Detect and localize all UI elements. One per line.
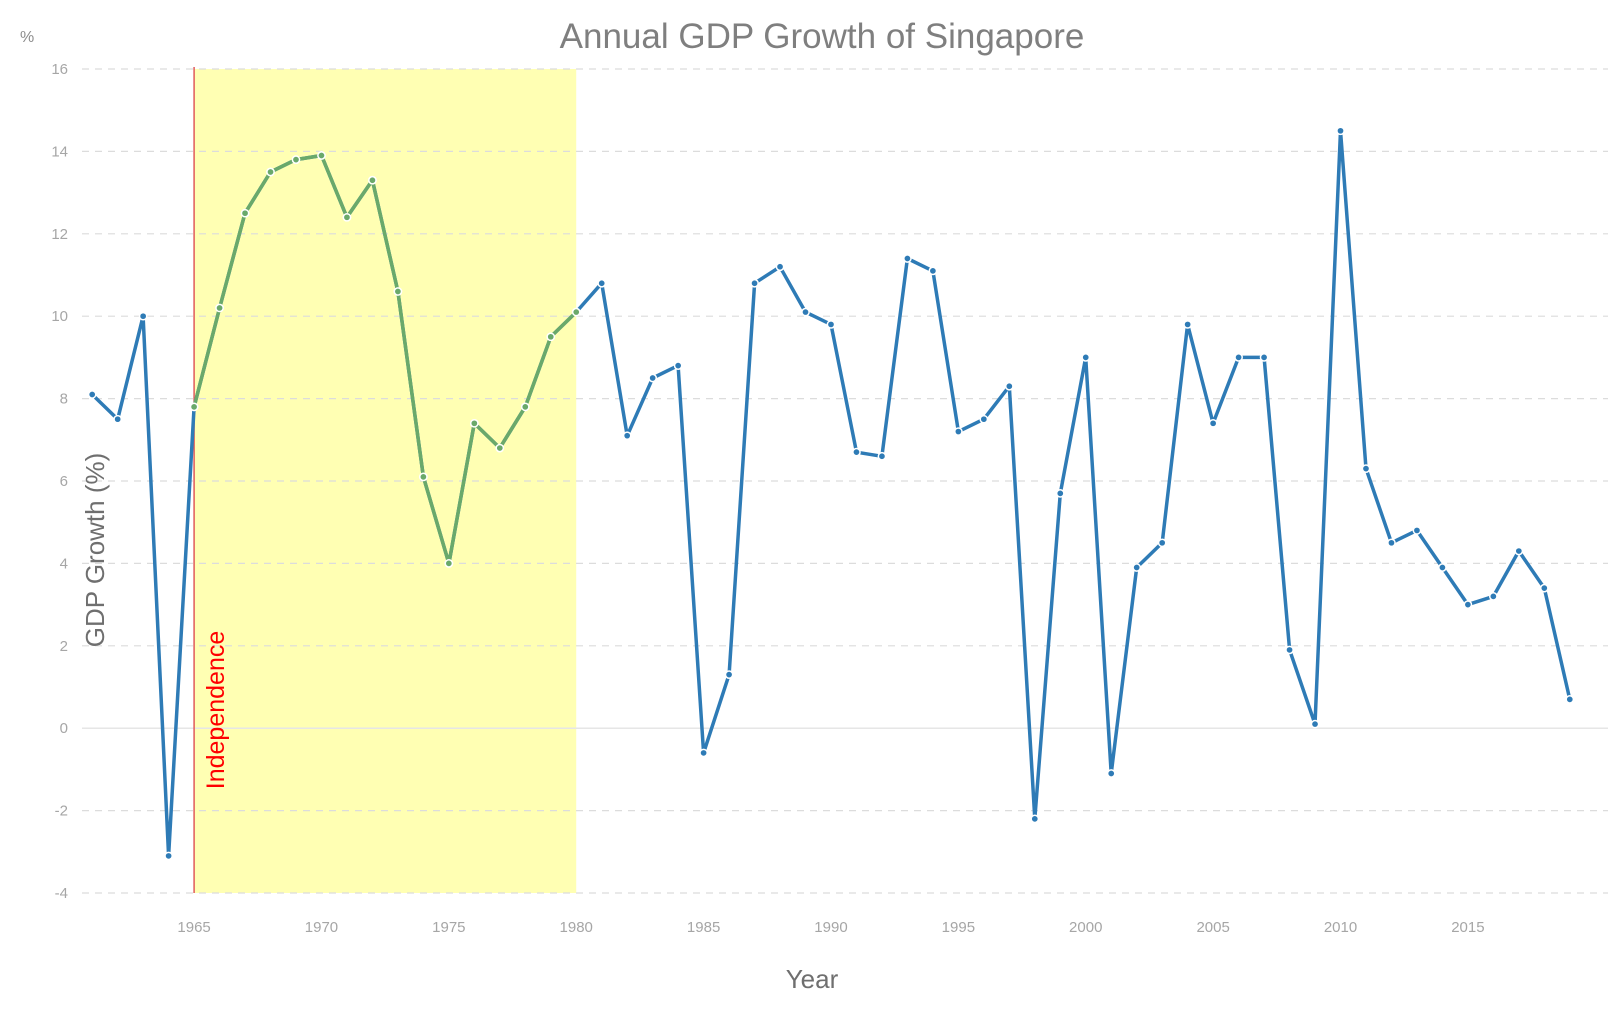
data-point <box>1463 600 1473 609</box>
data-point <box>979 414 989 424</box>
data-point <box>1030 814 1040 824</box>
data-point <box>622 431 632 441</box>
data-point <box>1387 538 1396 548</box>
x-tick-label: 1980 <box>560 919 593 936</box>
data-point <box>469 418 479 428</box>
data-point <box>87 390 97 399</box>
y-tick-label: 12 <box>51 226 68 243</box>
data-point <box>826 320 836 329</box>
x-tick-label: 2000 <box>1069 919 1102 936</box>
data-point <box>495 443 505 453</box>
y-tick-label: -2 <box>55 803 68 820</box>
independence-annotation: Independence <box>202 631 230 789</box>
data-point <box>1259 353 1269 362</box>
y-tick-label: -4 <box>55 885 68 902</box>
data-point <box>393 287 403 296</box>
data-point <box>1438 563 1447 572</box>
data-point <box>724 670 734 679</box>
data-point <box>1081 353 1091 362</box>
data-point <box>1310 719 1320 729</box>
data-point <box>1336 126 1345 136</box>
data-point <box>1004 381 1014 391</box>
data-point <box>571 307 581 317</box>
y-tick-label: 16 <box>51 61 68 78</box>
data-point <box>1106 769 1116 778</box>
data-point <box>1489 592 1498 601</box>
data-point <box>1234 353 1243 362</box>
data-point <box>903 254 912 263</box>
data-point <box>1565 695 1575 704</box>
chart-title: Annual GDP Growth of Singapore <box>560 17 1085 56</box>
data-point <box>597 278 607 288</box>
x-tick-label: 1975 <box>432 919 465 936</box>
y-tick-label: 10 <box>51 308 68 325</box>
data-point <box>928 266 938 276</box>
data-point <box>444 559 454 568</box>
x-tick-label: 1985 <box>687 919 720 936</box>
data-point <box>1157 538 1167 548</box>
data-point <box>266 167 275 177</box>
data-point <box>1361 464 1371 473</box>
data-point <box>877 451 887 461</box>
x-tick-label: 1990 <box>814 919 847 936</box>
data-point <box>1183 320 1192 329</box>
data-point <box>852 447 861 457</box>
x-axis-title: Year <box>786 964 839 994</box>
x-tick-label: 2005 <box>1196 919 1229 936</box>
data-point <box>215 303 224 313</box>
data-point <box>520 402 530 412</box>
data-point <box>368 175 377 185</box>
data-point <box>189 402 199 412</box>
data-point <box>419 472 428 482</box>
data-point <box>164 851 173 861</box>
data-point <box>801 307 810 317</box>
data-point <box>1132 563 1142 572</box>
series-layer <box>87 126 1575 861</box>
data-point <box>1208 418 1218 428</box>
data-point <box>1285 645 1294 655</box>
y-tick-label: 0 <box>60 720 68 737</box>
data-point <box>699 748 708 758</box>
series-line-1 <box>192 153 578 566</box>
gridlines <box>82 67 1608 894</box>
data-point <box>113 414 123 424</box>
x-tick-label: 2015 <box>1451 919 1484 936</box>
data-point <box>546 332 556 342</box>
data-point <box>317 151 326 160</box>
y-tick-label: 6 <box>60 473 68 490</box>
data-point <box>648 373 658 383</box>
tick-labels: -4 -2 0 2 4 6 8 10 12 14 16 1965 1970 1975 1980 1985 199… <box>51 61 1484 936</box>
y-axis-title: GDP Growth (%) <box>80 453 110 648</box>
data-point <box>1539 583 1549 593</box>
data-point <box>954 427 963 436</box>
data-point <box>673 361 683 370</box>
data-point <box>291 155 301 164</box>
data-point <box>750 278 759 288</box>
x-tick-label: 1965 <box>177 919 210 936</box>
y-tick-label: 4 <box>60 555 68 572</box>
y-unit-label: % <box>20 29 34 46</box>
y-tick-label: 14 <box>51 143 68 160</box>
x-tick-label: 2010 <box>1324 919 1357 936</box>
data-point <box>1514 546 1524 556</box>
data-point <box>775 262 785 272</box>
x-tick-label: 1995 <box>942 919 975 936</box>
y-tick-label: 8 <box>60 391 68 408</box>
data-point <box>240 208 250 218</box>
y-tick-label: 2 <box>60 638 68 655</box>
data-point <box>1055 489 1065 498</box>
x-tick-label: 1970 <box>305 919 338 936</box>
data-point <box>342 212 352 222</box>
data-point <box>138 311 148 321</box>
data-point <box>1412 526 1422 535</box>
